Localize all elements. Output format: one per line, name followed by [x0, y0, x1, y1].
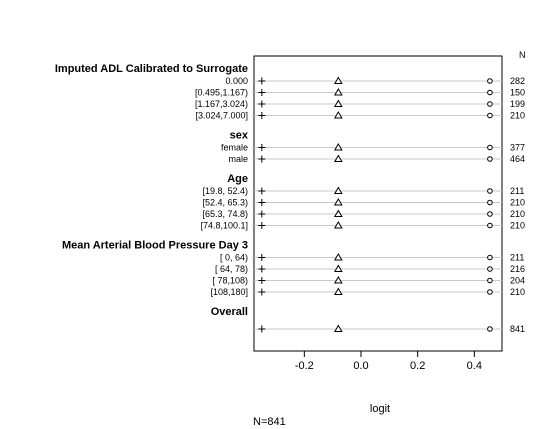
- triangle-marker: [333, 324, 343, 332]
- row-label: [65.3, 74.8): [202, 209, 248, 219]
- circle-marker: [487, 78, 493, 84]
- group-title: Mean Arterial Blood Pressure Day 3: [62, 240, 248, 252]
- x-tick-label: 0.4: [467, 360, 482, 372]
- group-title: Age: [227, 173, 248, 185]
- plus-marker: [258, 222, 266, 229]
- circle-marker: [487, 89, 493, 96]
- triangle-marker: [333, 99, 343, 107]
- n-column-header: N: [519, 50, 526, 60]
- circle-marker: [487, 289, 493, 295]
- plus-marker: [258, 112, 266, 119]
- circle-marker: [487, 266, 493, 272]
- triangle-marker: [333, 264, 343, 272]
- x-tick-label: 0.2: [410, 360, 425, 372]
- x-tick-label: 0.0: [353, 360, 368, 372]
- row-label: [74.8,100.1]: [200, 221, 248, 231]
- row-label: [3.024,7.000]: [195, 111, 248, 121]
- triangle-marker: [333, 88, 343, 96]
- footer-n: N=841: [253, 416, 286, 428]
- row-label: [ 78,108): [212, 276, 248, 286]
- plus-marker: [258, 265, 266, 273]
- triangle-marker: [333, 186, 343, 194]
- row-n-label: 210: [510, 221, 525, 231]
- row-n-label: 211: [510, 253, 524, 263]
- plus-marker: [258, 187, 266, 195]
- circle-marker: [487, 156, 493, 162]
- plus-marker: [258, 288, 266, 296]
- plus-marker: [258, 144, 266, 151]
- circle-marker: [487, 112, 493, 119]
- row-n-label: 199: [510, 99, 525, 109]
- row-n-label: 211: [510, 186, 524, 196]
- circle-marker: [487, 277, 493, 284]
- circle-marker: [487, 199, 493, 206]
- row-n-label: 210: [510, 287, 525, 297]
- triangle-marker: [333, 154, 343, 162]
- row-label: [1.167,3.024): [195, 99, 248, 109]
- row-label: [ 0, 64): [220, 253, 248, 263]
- triangle-marker: [333, 287, 343, 295]
- circle-marker: [487, 222, 493, 229]
- x-tick-label: -0.2: [295, 360, 314, 372]
- plot-frame: [253, 55, 503, 352]
- group-title: sex: [230, 130, 249, 142]
- row-label: [ 64, 78): [215, 264, 248, 274]
- row-n-label: 210: [510, 111, 525, 121]
- plus-marker: [258, 77, 266, 85]
- plus-marker: [258, 277, 266, 284]
- plus-marker: [258, 254, 266, 261]
- row-n-label: 282: [510, 76, 525, 86]
- row-label: female: [221, 143, 248, 153]
- triangle-marker: [333, 111, 343, 119]
- chart-marks: Imputed ADL Calibrated to Surrogate0.000…: [55, 63, 525, 372]
- row-label: [0.495,1.167): [195, 88, 248, 98]
- plus-marker: [258, 210, 266, 218]
- row-label: [52.4, 65.3): [202, 198, 248, 208]
- row-n-label: 210: [510, 198, 525, 208]
- row-n-label: 464: [510, 154, 525, 164]
- circle-marker: [487, 211, 493, 217]
- circle-marker: [487, 254, 493, 261]
- plus-marker: [258, 199, 266, 206]
- circle-marker: [487, 188, 493, 194]
- triangle-marker: [333, 76, 343, 84]
- triangle-marker: [333, 221, 343, 229]
- row-n-label: 377: [510, 143, 525, 153]
- triangle-marker: [333, 198, 343, 206]
- plus-marker: [258, 325, 266, 333]
- triangle-marker: [333, 143, 343, 151]
- group-title: Imputed ADL Calibrated to Surrogate: [55, 63, 248, 75]
- row-label: 0.000: [225, 76, 248, 86]
- row-n-label: 216: [510, 264, 525, 274]
- x-axis-label: logit: [370, 403, 390, 415]
- circle-marker: [487, 101, 493, 107]
- row-n-label: 150: [510, 88, 525, 98]
- group-title: Overall: [211, 306, 248, 318]
- circle-marker: [487, 326, 493, 332]
- row-label: male: [228, 154, 248, 164]
- row-label: [19.8, 52.4): [202, 186, 248, 196]
- triangle-marker: [333, 209, 343, 217]
- row-label: [108,180]: [210, 287, 248, 297]
- row-n-label: 210: [510, 209, 525, 219]
- triangle-marker: [333, 276, 343, 284]
- triangle-marker: [333, 253, 343, 261]
- row-n-label: 204: [510, 276, 525, 286]
- plus-marker: [258, 100, 266, 108]
- plus-marker: [258, 155, 266, 163]
- plus-marker: [258, 89, 266, 96]
- circle-marker: [487, 144, 493, 151]
- row-n-label: 841: [510, 324, 525, 334]
